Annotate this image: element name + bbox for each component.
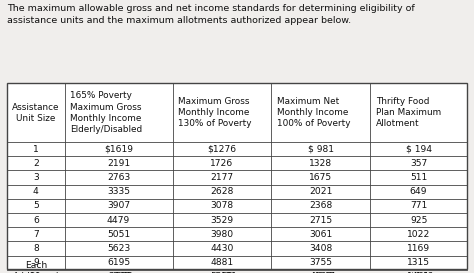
Text: 3529: 3529 [210, 216, 234, 224]
Text: 6195: 6195 [107, 258, 130, 267]
Text: 925: 925 [410, 216, 427, 224]
Text: 2191: 2191 [107, 159, 130, 168]
Text: $1276: $1276 [208, 145, 237, 153]
Text: 511: 511 [410, 173, 427, 182]
Text: 9: 9 [33, 258, 39, 267]
Text: 1022: 1022 [407, 230, 430, 239]
Text: 2: 2 [33, 159, 39, 168]
Text: 4479: 4479 [107, 216, 130, 224]
Text: 165% Poverty
Maximum Gross
Monthly Income
Elderly/Disabled: 165% Poverty Maximum Gross Monthly Incom… [70, 91, 142, 134]
Text: 3078: 3078 [210, 201, 234, 210]
Text: $1619: $1619 [104, 145, 133, 153]
Text: 1169: 1169 [407, 244, 430, 253]
Text: 2715: 2715 [310, 216, 332, 224]
Text: 10: 10 [30, 272, 42, 273]
Text: +$347: +$347 [305, 272, 337, 273]
Text: 2368: 2368 [309, 201, 333, 210]
Text: 3755: 3755 [310, 258, 332, 267]
Text: 3408: 3408 [309, 244, 333, 253]
Text: 771: 771 [410, 201, 427, 210]
Text: 6: 6 [33, 216, 39, 224]
Text: 3: 3 [33, 173, 39, 182]
Text: Assistance
Unit Size: Assistance Unit Size [12, 103, 60, 123]
Text: 5332: 5332 [210, 272, 234, 273]
Text: 3061: 3061 [309, 230, 333, 239]
Text: 1328: 1328 [310, 159, 332, 168]
Text: 5623: 5623 [107, 244, 130, 253]
Text: 2763: 2763 [107, 173, 130, 182]
Text: Maximum Net
Monthly Income
100% of Poverty: Maximum Net Monthly Income 100% of Pover… [277, 97, 351, 128]
Text: 3980: 3980 [210, 230, 234, 239]
Bar [7, 83, 467, 269]
Text: 1: 1 [33, 145, 39, 153]
Text: 4: 4 [33, 187, 39, 196]
Bar [7, 83, 467, 269]
Text: Each
Additional
Member: Each Additional Member [13, 261, 59, 273]
Text: 5051: 5051 [107, 230, 130, 239]
Text: 649: 649 [410, 187, 428, 196]
Text: 4102: 4102 [309, 272, 333, 273]
Text: 2177: 2177 [210, 173, 234, 182]
Text: 3335: 3335 [107, 187, 130, 196]
Text: +$572: +$572 [103, 272, 134, 273]
Text: 4430: 4430 [210, 244, 234, 253]
Text: +$146: +$146 [403, 272, 434, 273]
Text: 1315: 1315 [407, 258, 430, 267]
Text: $ 981: $ 981 [308, 145, 334, 153]
Text: 1461: 1461 [407, 272, 430, 273]
Text: 1675: 1675 [310, 173, 332, 182]
Text: +$451: +$451 [207, 272, 237, 273]
Text: 3907: 3907 [107, 201, 130, 210]
Text: 2628: 2628 [210, 187, 234, 196]
Text: Maximum Gross
Monthly Income
130% of Poverty: Maximum Gross Monthly Income 130% of Pov… [178, 97, 252, 128]
Text: 5: 5 [33, 201, 39, 210]
Text: 7: 7 [33, 230, 39, 239]
Text: $ 194: $ 194 [406, 145, 432, 153]
Text: 4881: 4881 [210, 258, 234, 267]
Text: 6767: 6767 [107, 272, 130, 273]
Text: 357: 357 [410, 159, 427, 168]
Text: 8: 8 [33, 244, 39, 253]
Text: Thrifty Food
Plan Maximum
Allotment: Thrifty Food Plan Maximum Allotment [376, 97, 441, 128]
Text: The maximum allowable gross and net income standards for determining eligibility: The maximum allowable gross and net inco… [7, 4, 415, 25]
Text: 2021: 2021 [309, 187, 333, 196]
Text: 1726: 1726 [210, 159, 234, 168]
